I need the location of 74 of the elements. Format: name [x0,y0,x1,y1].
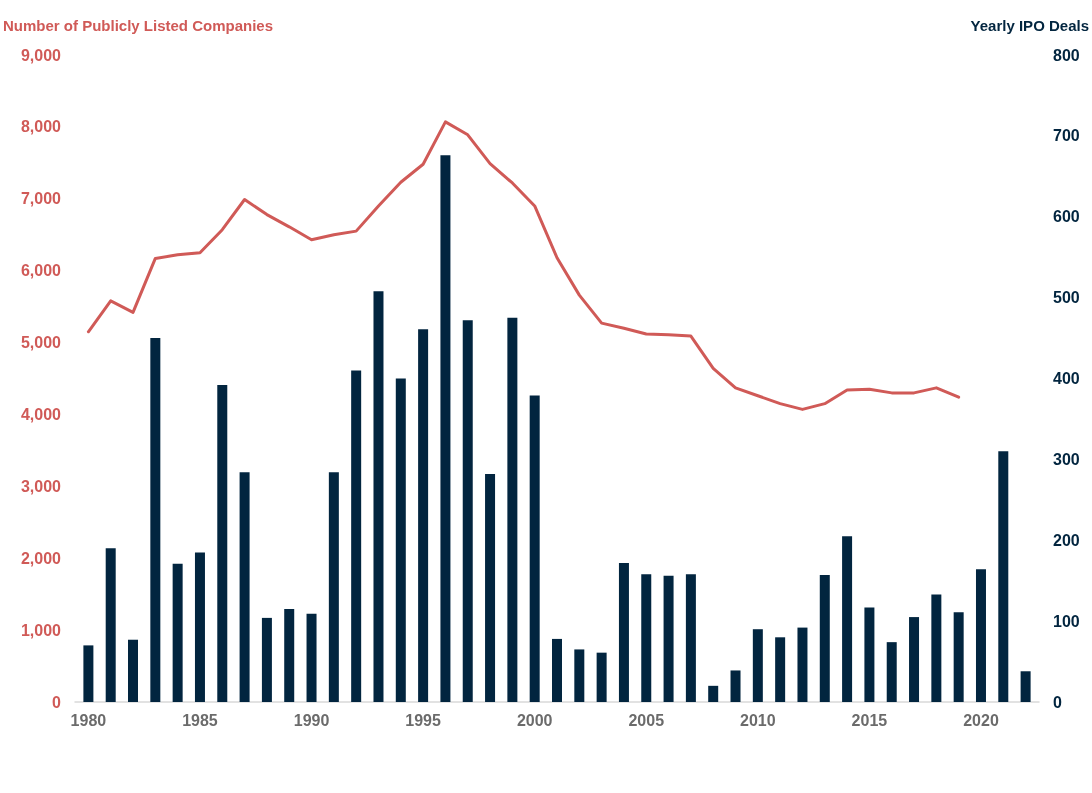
bar [83,645,94,702]
bar [752,629,763,702]
bar [529,395,540,702]
y2-tick-label: 200 [1053,531,1080,549]
bar [418,329,429,702]
bar [373,291,384,702]
line-series [86,120,961,411]
x-tick-label: 2000 [516,711,553,729]
bar [775,637,786,702]
bar [663,575,674,702]
y-tick-label: 4,000 [20,405,62,423]
y2-tick-label: 600 [1053,208,1080,226]
bar [953,612,964,702]
y2-tick-label: 500 [1053,289,1080,307]
x-tick-label: 2020 [963,711,999,729]
bar [395,378,406,702]
bar [797,627,808,702]
bar [819,575,830,702]
bar [641,574,652,702]
y-tick-label: 6,000 [20,262,62,280]
y-tick-label: 8,000 [20,118,62,136]
y-tick-label: 9,000 [20,46,62,64]
bar [485,473,496,702]
bar [552,638,562,702]
y-tick-label: 5,000 [20,334,62,352]
x-tick-label: 2015 [851,711,888,729]
x-tick-label: 2005 [628,711,665,729]
bar [998,451,1009,702]
y2-tick-label: 400 [1053,370,1080,387]
bar [618,562,629,702]
bar [507,317,518,702]
bar [931,594,942,702]
bar [105,548,116,702]
bar [909,617,920,702]
y-tick-label: 7,000 [20,190,62,208]
x-tick-label: 1980 [70,711,107,729]
y-tick-label: 0 [52,693,62,711]
bar [574,649,585,702]
bar [328,472,339,702]
bar [261,617,272,702]
y2-tick-label: 700 [1053,127,1080,145]
x-tick-label: 1990 [293,711,330,729]
bar [440,155,451,702]
y2-axis-title: Yearly IPO Deals [970,17,1089,34]
y2-tick-label: 300 [1053,450,1080,468]
x-tick-label: 1985 [182,711,218,729]
y-tick-label: 3,000 [20,477,62,495]
bar [239,472,250,702]
bar [886,642,897,702]
x-tick-label: 1995 [405,711,442,729]
bar [596,652,607,702]
bar [864,607,875,702]
bar [1020,671,1031,702]
y2-tick-label: 800 [1053,46,1080,64]
bar [708,685,719,702]
y-tick-label: 2,000 [20,549,62,567]
bar [842,536,853,702]
y-tick-label: 1,000 [20,621,62,639]
x-tick-label: 2010 [740,711,776,729]
bar [128,639,139,702]
y2-tick-label: 100 [1053,612,1080,630]
y-axis-title: Number of Publicly Listed Companies [3,17,274,34]
bar [150,338,161,702]
y2-tick-label: 0 [1053,693,1062,711]
bar [194,552,205,702]
bar [730,670,741,702]
bar [284,608,295,702]
bar [172,563,183,702]
bar [306,613,317,702]
bar [975,569,986,702]
bar [217,384,228,702]
bar [351,370,362,702]
bar [462,320,473,702]
bar [685,574,696,702]
